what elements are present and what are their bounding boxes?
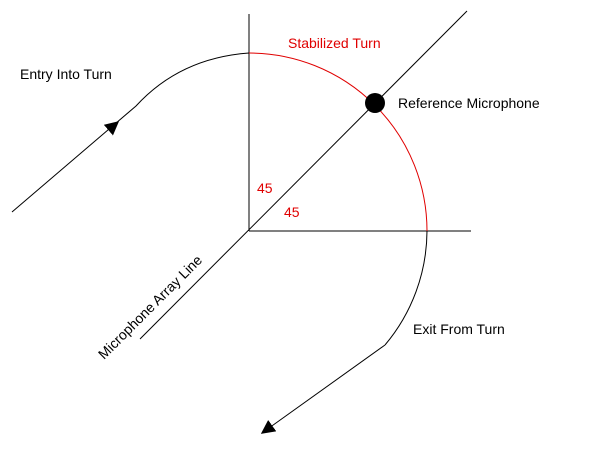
exit-arc [384, 230, 428, 346]
stabilized-arc [248, 52, 428, 232]
stabilized-turn-label: Stabilized Turn [288, 35, 381, 51]
entry-path [11, 52, 250, 213]
reference-microphone-dot [365, 93, 385, 113]
exit-label: Exit From Turn [413, 321, 505, 337]
angle-upper-label: 45 [257, 180, 273, 196]
reference-microphone-label: Reference Microphone [398, 95, 540, 111]
entry-label: Entry Into Turn [20, 66, 112, 82]
array-line [139, 10, 468, 340]
exit-arrow [260, 344, 386, 434]
array-line-label: Microphone Array Line [95, 252, 206, 363]
angle-lower-label: 45 [284, 204, 300, 220]
